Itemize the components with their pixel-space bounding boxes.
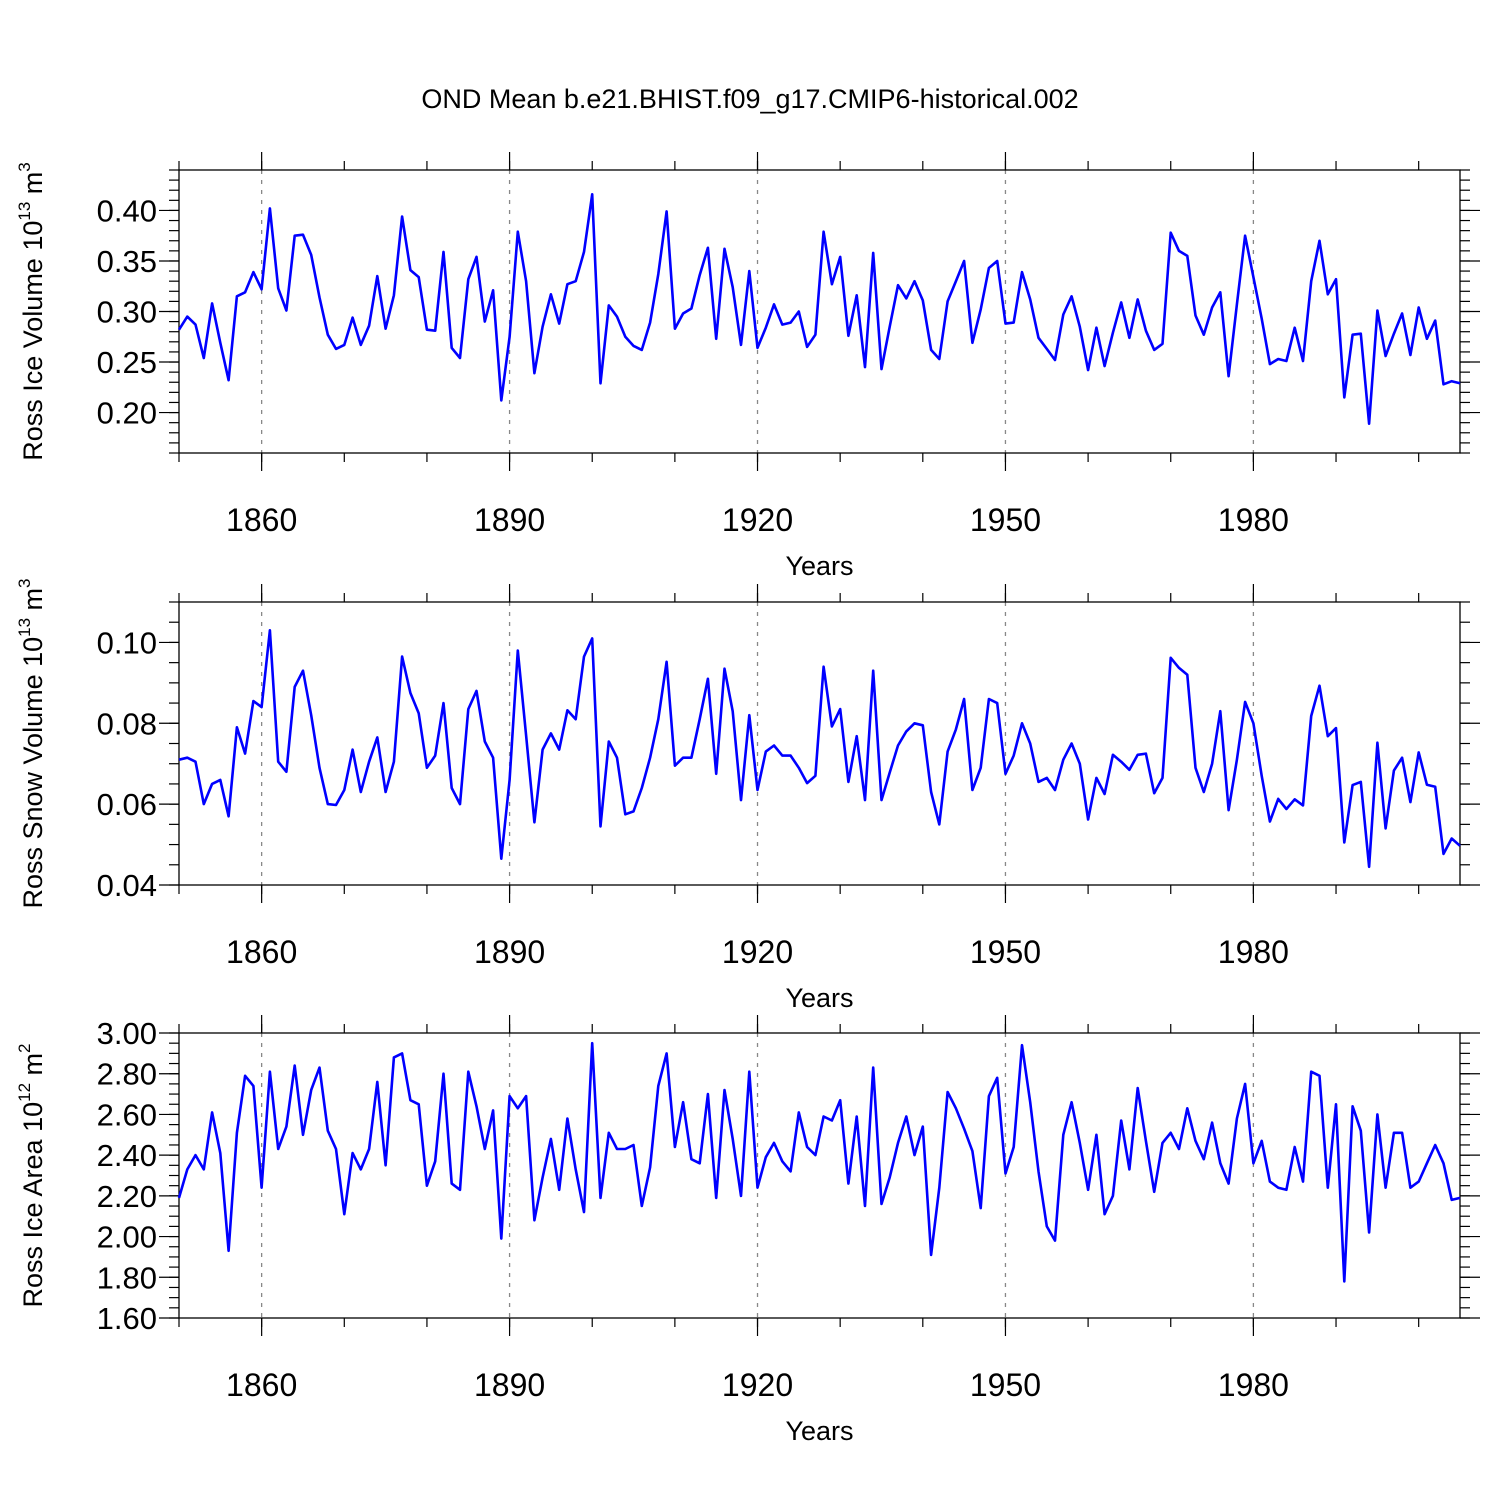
y-tick-label: 0.06	[97, 787, 157, 822]
y-tick-label: 0.04	[97, 868, 157, 903]
x-tick-label: 1890	[474, 1367, 545, 1403]
x-tick-label: 1980	[1218, 1367, 1289, 1403]
plot-frame	[178, 1032, 1461, 1319]
y-tick-label: 2.80	[97, 1057, 157, 1092]
x-tick-label: 1950	[970, 934, 1041, 970]
x-tick-label: 1980	[1218, 502, 1289, 538]
y-tick-label: 0.10	[97, 625, 157, 660]
y-tick-label: 2.60	[97, 1097, 157, 1132]
y-tick-label: 0.20	[97, 396, 157, 431]
y-tick-label: 2.20	[97, 1179, 157, 1214]
y-axis-label-unit-exponent: 3	[15, 578, 34, 587]
plot-frame	[178, 169, 1461, 454]
x-tick-label: 1860	[226, 1367, 297, 1403]
x-tick-label: 1890	[474, 934, 545, 970]
plot-frame	[178, 601, 1461, 886]
x-tick-label: 1860	[226, 934, 297, 970]
y-axis-label-base: Ross Snow Volume 10	[18, 637, 48, 909]
x-tick-label: 1920	[722, 502, 793, 538]
data-series-line	[178, 628, 1461, 869]
y-axis-label-unit: m	[18, 1053, 48, 1083]
y-tick-label: 2.00	[97, 1220, 157, 1255]
panel-1: 1860 1890 1920 1950 1980 0.20 0.25 0.30 0.35 0.40…	[15, 152, 1480, 581]
x-tick-label: 1950	[970, 502, 1041, 538]
panel-3: 1860 1890 1920 1950 1980 1.60 1.80 2.00 2.20 2.40…	[15, 1015, 1480, 1446]
panel-2: 1860 1890 1920 1950 1980 0.04 0.06 0.08 0.10 Year…	[15, 578, 1480, 1013]
chart-title: OND Mean b.e21.BHIST.f09_g17.CMIP6-histo…	[421, 84, 1078, 114]
y-tick-label: 1.80	[97, 1260, 157, 1295]
x-axis-label: Years	[785, 551, 853, 581]
data-series-line	[177, 1041, 1461, 1283]
x-tick-label: 1950	[970, 1367, 1041, 1403]
y-axis-label-base: Ross Ice Area 10	[18, 1102, 48, 1308]
y-axis-label-unit-exponent: 2	[15, 1043, 34, 1052]
y-axis-label-base: Ross Ice Volume 10	[18, 221, 48, 461]
y-axis-label: Ross Snow Volume 1013 m3	[15, 578, 48, 908]
x-axis-label: Years	[785, 1416, 853, 1446]
y-tick-label: 2.40	[97, 1138, 157, 1173]
y-tick-label: 1.60	[97, 1301, 157, 1336]
data-series-line	[177, 193, 1461, 426]
y-tick-label: 0.30	[97, 295, 157, 330]
x-tick-label: 1920	[722, 1367, 793, 1403]
y-axis-label-unit: m	[18, 588, 48, 618]
y-axis-label: Ross Ice Volume 1013 m3	[15, 162, 48, 461]
y-axis-label-exponent: 12	[15, 1083, 34, 1102]
y-axis-label-exponent: 13	[15, 202, 34, 221]
x-tick-label: 1860	[226, 502, 297, 538]
y-tick-label: 0.08	[97, 706, 157, 741]
y-axis-label-exponent: 13	[15, 618, 34, 637]
y-axis-label-unit: m	[18, 172, 48, 202]
y-tick-label: 3.00	[97, 1016, 157, 1051]
x-tick-label: 1980	[1218, 934, 1289, 970]
y-tick-label: 0.40	[97, 193, 157, 228]
y-tick-label: 0.35	[97, 244, 157, 279]
x-tick-label: 1920	[722, 934, 793, 970]
y-tick-label: 0.25	[97, 345, 157, 380]
x-tick-label: 1890	[474, 502, 545, 538]
x-axis-label: Years	[785, 983, 853, 1013]
y-axis-label: Ross Ice Area 1012 m2	[15, 1043, 48, 1307]
y-axis-label-unit-exponent: 3	[15, 162, 34, 171]
